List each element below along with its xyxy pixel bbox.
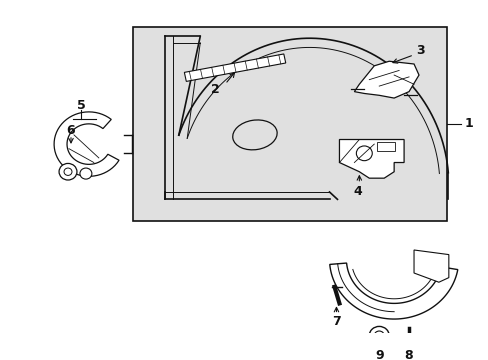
Circle shape	[356, 146, 371, 161]
Circle shape	[64, 168, 72, 175]
Text: 7: 7	[331, 315, 340, 328]
Ellipse shape	[232, 120, 277, 150]
Polygon shape	[354, 61, 418, 98]
Circle shape	[373, 331, 384, 340]
Text: 9: 9	[374, 350, 383, 360]
Text: 8: 8	[404, 350, 412, 360]
Polygon shape	[184, 54, 285, 81]
Bar	[132, 27, 446, 221]
Circle shape	[368, 327, 388, 345]
Bar	[376, 142, 394, 152]
Text: 1: 1	[464, 117, 472, 130]
Text: 2: 2	[210, 83, 219, 96]
Polygon shape	[54, 112, 119, 176]
Text: 5: 5	[77, 99, 85, 112]
Text: 3: 3	[416, 44, 425, 57]
Circle shape	[59, 163, 77, 180]
Circle shape	[80, 168, 92, 179]
Polygon shape	[329, 263, 457, 319]
Polygon shape	[413, 250, 448, 282]
Polygon shape	[339, 140, 403, 178]
Text: 6: 6	[66, 124, 75, 137]
Text: 4: 4	[352, 185, 361, 198]
